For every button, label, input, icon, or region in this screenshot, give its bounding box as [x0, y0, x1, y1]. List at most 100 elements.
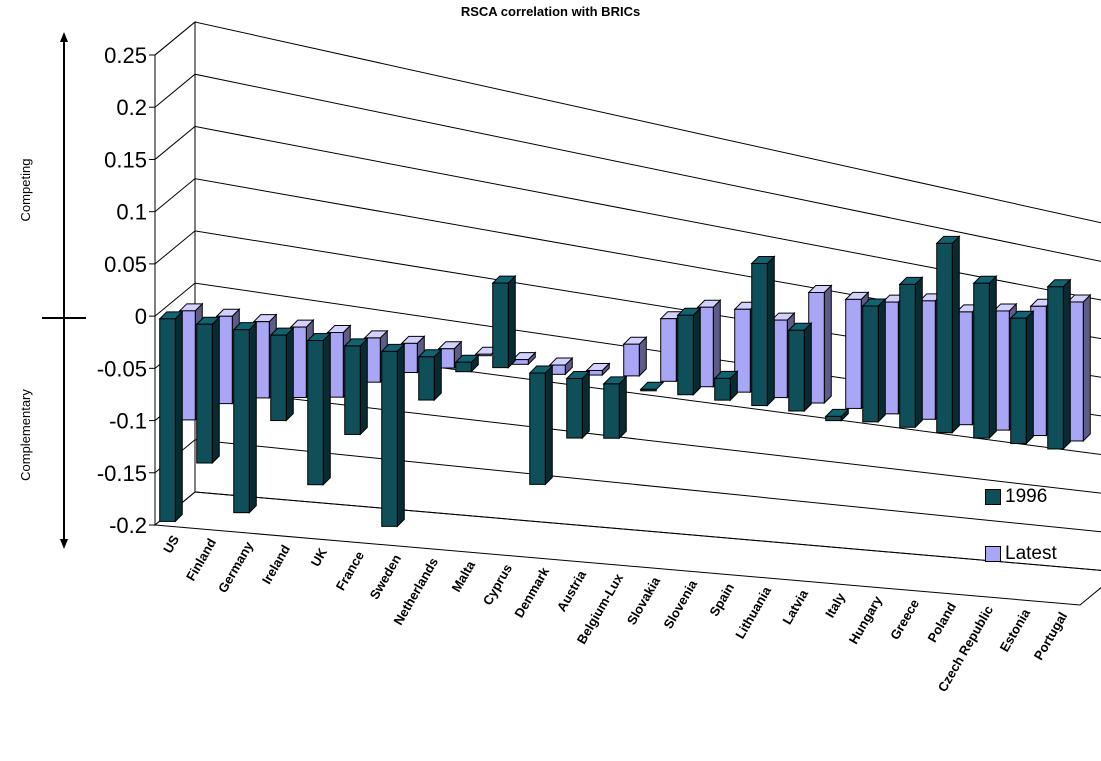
bar-1996-side — [692, 307, 701, 396]
bar-1996-front — [418, 356, 435, 401]
bar-latest-front — [623, 343, 640, 377]
bar-1996-side — [766, 255, 775, 407]
bar-1996-front — [936, 242, 953, 434]
arrow-up-head — [60, 32, 68, 42]
bar-1996-side — [507, 274, 516, 369]
x-tick-label: Slovakia — [624, 574, 664, 628]
bar-1996 — [935, 235, 961, 434]
annotations: Competing Complementary — [18, 32, 86, 549]
bar-latest-front — [734, 308, 751, 393]
bar-1996-side — [544, 364, 553, 486]
bar-1996-front — [455, 361, 472, 373]
x-tick-label: Finland — [183, 536, 219, 584]
bar-1996-front — [566, 377, 583, 439]
y-tick-label: -0.05 — [97, 356, 147, 381]
bar-1996-side — [174, 310, 183, 523]
x-tick-label: France — [333, 549, 367, 593]
bar-latest — [511, 351, 537, 366]
bar-1996-front — [640, 388, 657, 392]
legend-item-1996: 1996 — [985, 486, 1047, 508]
bar-1996 — [1009, 309, 1035, 445]
x-tick-label: Sweden — [367, 552, 405, 602]
bar-latest — [807, 284, 833, 405]
legend-item-latest: Latest — [985, 543, 1057, 565]
x-tick-label: Poland — [924, 600, 959, 645]
bar-1996-front — [603, 383, 620, 439]
bar-1996-side — [618, 375, 627, 440]
y-tick-label: -0.2 — [109, 513, 147, 538]
bar-1996-side — [877, 297, 886, 424]
y-tick-label: 0.15 — [104, 147, 147, 172]
gridline — [154, 21, 1101, 224]
bar-latest-side — [823, 284, 832, 405]
arrow-down-head — [60, 539, 68, 549]
bar-1996-side — [322, 332, 331, 486]
bar-1996-top — [639, 381, 665, 390]
bar-1996 — [380, 343, 406, 528]
bar-1996 — [713, 370, 739, 402]
x-tick-label: Cyprus — [480, 561, 515, 607]
bar-latest — [548, 356, 574, 376]
x-tick-label: US — [160, 532, 182, 555]
legend-label-latest: Latest — [1005, 543, 1057, 564]
bar-1996-side — [1025, 309, 1034, 445]
bar-1996-side — [988, 274, 997, 440]
bar-1996-side — [914, 276, 923, 429]
y-tick-label: -0.15 — [97, 461, 147, 486]
complementary-label: Complementary — [18, 389, 33, 481]
bar-1996-side — [803, 322, 812, 413]
bar-1996 — [269, 326, 295, 422]
bar-1996-front — [344, 345, 361, 435]
bar-1996-side — [248, 321, 257, 514]
bar-latest — [696, 299, 722, 388]
bar-1996-side — [211, 316, 220, 465]
bar-1996 — [565, 370, 591, 440]
x-tick-label: Germany — [215, 538, 257, 595]
bar-1996-front — [233, 329, 250, 514]
x-tick-label: Denmark — [511, 564, 552, 620]
y-tick-label: 0 — [135, 304, 147, 329]
bar-1996-front — [492, 282, 509, 369]
bar-1996 — [306, 332, 332, 486]
bar-latest-side — [1082, 293, 1091, 443]
bar-1996-front — [714, 377, 731, 401]
gridline — [154, 178, 1101, 340]
bar-1996 — [639, 381, 665, 392]
gridline — [154, 125, 1101, 301]
x-tick-label: Ireland — [259, 542, 293, 586]
legend-label-1996: 1996 — [1005, 486, 1048, 507]
legend-swatch-latest — [985, 546, 1001, 562]
bar-latest — [622, 335, 648, 378]
bar-1996 — [1046, 278, 1072, 451]
chart-title: RSCA correlation with BRICs — [460, 4, 641, 19]
bar-1996-front — [973, 282, 990, 439]
bar-1996-front — [825, 415, 842, 422]
bar-1996 — [343, 337, 369, 436]
gridline — [154, 73, 1101, 262]
x-tick-label: Estonia — [997, 606, 1034, 655]
competing-label: Competing — [18, 159, 33, 222]
bar-1996 — [158, 310, 184, 523]
bar-1996-front — [751, 262, 768, 407]
bar-latest — [585, 362, 611, 377]
y-tick-label: 0.2 — [116, 95, 147, 120]
bar-1996-front — [1047, 286, 1064, 450]
bar-1996-front — [1010, 317, 1027, 445]
bar-1996-front — [196, 323, 213, 464]
bar-1996 — [491, 274, 517, 369]
gridline — [154, 439, 1101, 533]
x-tick-label: UK — [308, 545, 331, 569]
x-tick-label: Malta — [448, 558, 478, 595]
legend-swatch-1996 — [985, 489, 1001, 505]
bar-1996-side — [359, 337, 368, 436]
y-tick-label: 0.25 — [104, 43, 147, 68]
bar-1996-front — [899, 283, 916, 428]
bar-1996-front — [307, 340, 324, 486]
bar-1996 — [750, 255, 776, 407]
bar-1996 — [195, 316, 221, 465]
bar-1996-side — [581, 370, 590, 440]
bar-1996 — [454, 353, 480, 373]
bar-1996-front — [788, 329, 805, 412]
